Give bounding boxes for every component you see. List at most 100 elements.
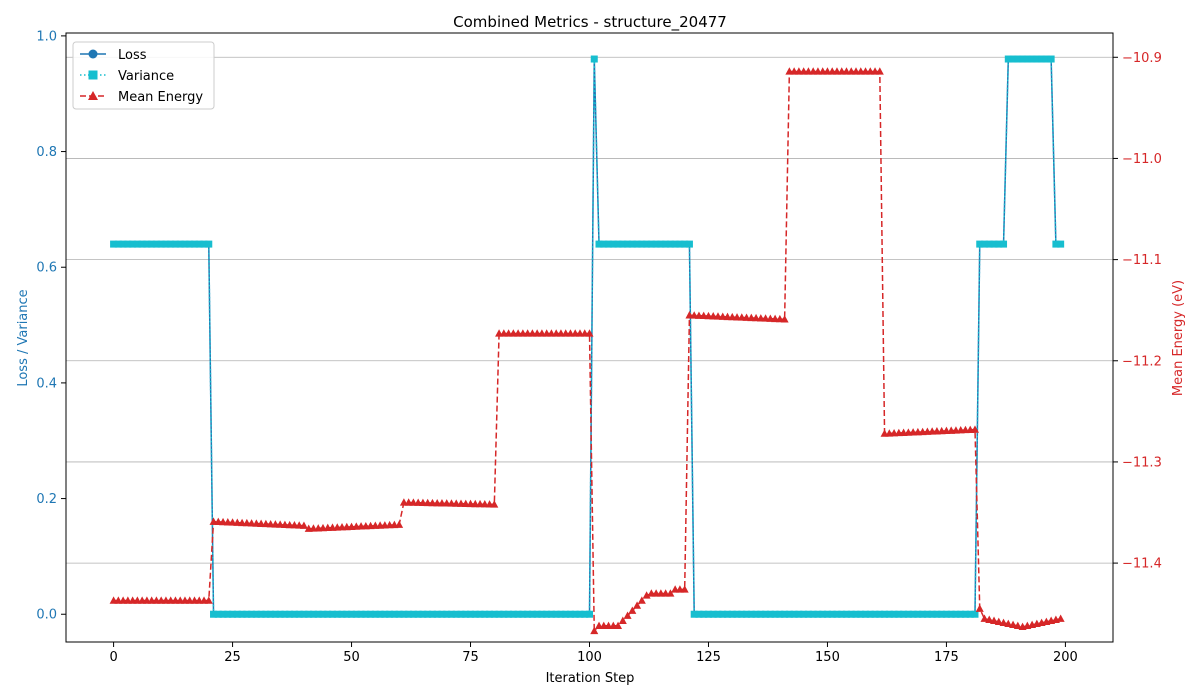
variance-point-19	[200, 240, 208, 248]
energy-point-108	[623, 611, 632, 619]
variance-point-127	[714, 610, 722, 618]
variance-point-74	[462, 610, 470, 618]
variance-point-28	[243, 610, 251, 618]
variance-point-193	[1028, 55, 1036, 63]
variance-point-13	[171, 240, 179, 248]
variance-point-111	[638, 240, 646, 248]
variance-point-106	[614, 240, 622, 248]
energy-point-60	[395, 520, 404, 528]
variance-point-34	[271, 610, 279, 618]
variance-point-39	[295, 610, 303, 618]
variance-point-163	[885, 610, 893, 618]
variance-point-151	[828, 610, 836, 618]
variance-point-65	[419, 610, 427, 618]
legend-label-energy: Mean Energy	[118, 90, 203, 105]
variance-point-136	[757, 610, 765, 618]
variance-point-185	[990, 240, 998, 248]
x-tick-label-4: 100	[577, 650, 602, 665]
variance-point-126	[709, 610, 717, 618]
y-axis-label-right: Mean Energy (eV)	[1171, 280, 1186, 396]
variance-point-122	[690, 610, 698, 618]
variance-point-51	[352, 610, 360, 618]
variance-point-183	[981, 240, 989, 248]
y-axis-label-left: Loss / Variance	[16, 289, 31, 386]
variance-point-81	[495, 610, 503, 618]
variance-point-165	[895, 610, 903, 618]
variance-point-66	[424, 610, 432, 618]
variance-point-54	[367, 610, 375, 618]
energy-point-185	[990, 616, 999, 624]
variance-point-17	[190, 240, 198, 248]
energy-point-112	[642, 591, 651, 599]
variance-point-184	[985, 240, 993, 248]
variance-point-52	[357, 610, 365, 618]
variance-point-167	[904, 610, 912, 618]
variance-point-11	[162, 240, 170, 248]
variance-point-199	[1057, 240, 1065, 248]
variance-point-112	[643, 240, 651, 248]
legend-label-loss: Loss	[118, 48, 147, 63]
variance-point-118	[671, 240, 679, 248]
variance-point-25	[229, 610, 237, 618]
variance-point-195	[1038, 55, 1046, 63]
variance-point-44	[319, 610, 327, 618]
variance-point-83	[505, 610, 513, 618]
energy-point-188	[1004, 619, 1013, 627]
variance-point-190	[1014, 55, 1022, 63]
variance-point-146	[804, 610, 812, 618]
variance-point-58	[386, 610, 394, 618]
energy-point-189	[1009, 620, 1018, 629]
variance-point-18	[195, 240, 203, 248]
variance-point-16	[186, 240, 194, 248]
energy-point-186	[994, 617, 1003, 625]
energy-point-109	[628, 606, 637, 614]
variance-point-196	[1042, 55, 1050, 63]
variance-point-29	[248, 610, 256, 618]
variance-point-33	[267, 610, 275, 618]
series-line-energy	[113, 70, 1061, 633]
legend: Loss Variance Mean Energy	[72, 41, 215, 110]
energy-point-40	[299, 521, 308, 529]
variance-point-168	[909, 610, 917, 618]
x-axis-label: Iteration Step	[546, 671, 635, 686]
variance-point-79	[486, 610, 494, 618]
variance-point-9	[152, 240, 160, 248]
variance-point-150	[823, 610, 831, 618]
x-tick-label-8: 200	[1053, 650, 1078, 665]
variance-point-85	[514, 610, 522, 618]
variance-point-130	[728, 610, 736, 618]
y-left-tick-label-5: 1.0	[36, 29, 57, 44]
variance-point-91	[543, 610, 551, 618]
variance-point-143	[790, 610, 798, 618]
variance-point-154	[842, 610, 850, 618]
energy-point-199	[1056, 614, 1065, 622]
variance-point-131	[733, 610, 741, 618]
chart-title: Combined Metrics - structure_20477	[453, 13, 727, 32]
variance-point-139	[771, 610, 779, 618]
legend-entry-energy: Mean Energy	[80, 90, 203, 105]
variance-point-37	[286, 610, 294, 618]
y-right-tick-label-4: −11.0	[1122, 152, 1162, 167]
variance-point-46	[329, 610, 337, 618]
variance-point-178	[957, 610, 965, 618]
variance-point-125	[704, 610, 712, 618]
variance-point-60	[395, 610, 403, 618]
variance-point-23	[219, 610, 227, 618]
variance-point-84	[509, 610, 517, 618]
tick-layer: 0 25 50 75 100 125 150 175 200 0.0 0.2 0.4 0.6 0.8 1.0…	[36, 29, 1162, 665]
variance-point-147	[809, 610, 817, 618]
variance-point-108	[624, 240, 632, 248]
variance-point-90	[538, 610, 546, 618]
energy-point-182	[975, 604, 984, 612]
variance-point-148	[814, 610, 822, 618]
variance-point-4	[129, 240, 137, 248]
variance-point-80	[490, 610, 498, 618]
energy-point-161	[875, 67, 884, 75]
variance-point-38	[290, 610, 298, 618]
legend-marker-loss	[88, 49, 98, 59]
variance-point-140	[776, 610, 784, 618]
energy-point-117	[666, 589, 675, 597]
variance-point-71	[447, 610, 455, 618]
variance-point-93	[552, 610, 560, 618]
